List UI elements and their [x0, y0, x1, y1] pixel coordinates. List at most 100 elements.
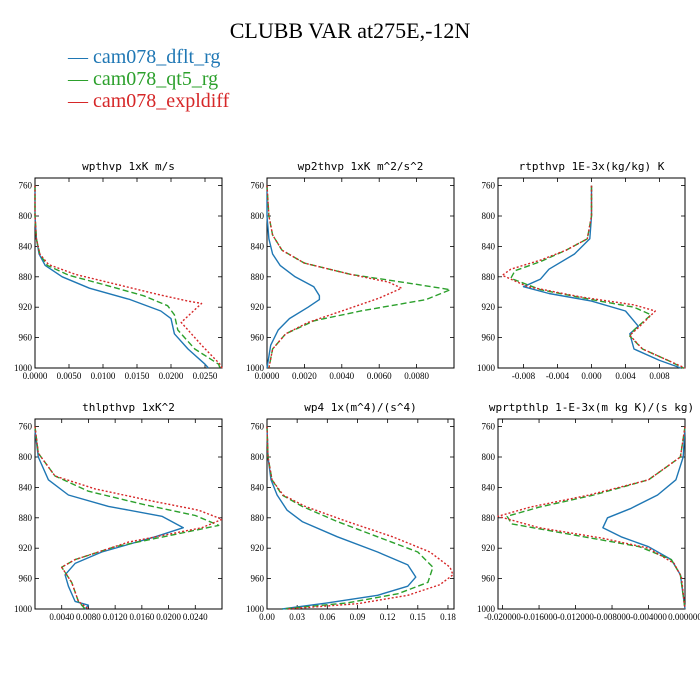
- legend-label: cam078_qt5_rg: [93, 68, 219, 90]
- legend-label: cam078_dflt_rg: [93, 46, 221, 68]
- x-tick-label: 0.06: [319, 612, 335, 622]
- series-line-cam078_dflt_rg: [522, 185, 682, 369]
- y-tick-label: 800: [251, 452, 265, 462]
- series-line-cam078_dflt_rg: [34, 185, 209, 369]
- y-tick-label: 1000: [246, 363, 265, 373]
- x-tick-label: -0.008: [512, 371, 536, 381]
- y-tick-label: 840: [19, 241, 33, 251]
- series-line-cam078_qt5_rg: [266, 426, 434, 610]
- y-tick-label: 800: [19, 211, 33, 221]
- y-tick-label: 960: [19, 574, 33, 584]
- y-tick-label: 960: [482, 574, 496, 584]
- panel-6: wprtpthlp 1-E-3x(m kg K)/(s kg) 760 800 840…: [477, 401, 700, 622]
- y-tick-label: 1000: [246, 604, 265, 614]
- x-tick-label: 0.0250: [193, 371, 218, 381]
- x-tick-label: -0.008000: [594, 612, 631, 622]
- x-tick-label: 0.12: [380, 612, 396, 622]
- y-tick-label: 920: [19, 543, 33, 553]
- x-tick-label: 0.0160: [129, 612, 154, 622]
- series-line-cam078_qt5_rg: [506, 426, 686, 610]
- x-tick-label: 0.0150: [125, 371, 150, 381]
- y-tick-label: 760: [251, 422, 265, 432]
- series-line-cam078_expldiff: [34, 426, 223, 610]
- panel-5: wp4 1x(m^4)/(s^4)76080084088092096010000…: [246, 401, 456, 622]
- plot-frame: [497, 418, 686, 610]
- x-tick-label: 0.18: [440, 612, 456, 622]
- y-tick-label: 880: [251, 272, 265, 282]
- y-tick-label: 920: [251, 543, 265, 553]
- x-tick-label: 0.000000: [668, 612, 700, 622]
- y-tick-label: 920: [251, 302, 265, 312]
- panel-title: wp4 1x(m^4)/(s^4): [304, 401, 417, 414]
- series-line-cam078_expldiff: [266, 426, 454, 610]
- y-tick-label: 840: [482, 241, 496, 251]
- x-tick-label: 0.004: [615, 371, 636, 381]
- y-tick-label: 760: [251, 181, 265, 191]
- series-line-cam078_expldiff: [266, 185, 403, 369]
- y-tick-label: 920: [482, 543, 496, 553]
- x-tick-label: 0.0040: [329, 371, 354, 381]
- y-tick-label: 880: [19, 513, 33, 523]
- y-tick-label: 800: [19, 452, 33, 462]
- y-tick-label: 920: [19, 302, 33, 312]
- x-tick-label: 0.0200: [156, 612, 181, 622]
- x-tick-label: -0.012000: [557, 612, 594, 622]
- x-tick-label: 0.000: [581, 371, 602, 381]
- x-tick-label: 0.09: [350, 612, 366, 622]
- legend-label: cam078_expldiff: [93, 90, 230, 112]
- panel-3: rtpthvp 1E-3x(kg/kg) K 760 800 840 880 920 960…: [477, 160, 686, 381]
- y-tick-label: 1000: [477, 604, 496, 614]
- y-tick-label: 960: [251, 333, 265, 343]
- y-tick-label: 840: [251, 241, 265, 251]
- x-tick-label: 0.008: [649, 371, 670, 381]
- series-line-cam078_qt5_rg: [34, 426, 220, 610]
- y-tick-label: 760: [19, 422, 33, 432]
- panel-title: wprtpthlp 1-E-3x(m kg K)/(s kg): [489, 401, 694, 414]
- y-tick-label: 880: [482, 272, 496, 282]
- x-tick-label: 0.0050: [57, 371, 82, 381]
- x-tick-label: 0.15: [410, 612, 426, 622]
- figure-title: CLUBB VAR at275E,-12N: [229, 18, 471, 43]
- panel-1: wpthvp 1xK m/s76080084088092096010000.00…: [14, 160, 223, 381]
- y-tick-label: 800: [482, 452, 496, 462]
- plot-frame: [266, 418, 455, 610]
- plot-frame: [266, 177, 455, 369]
- panel-4: thlpthvp 1xK^2 760 800 840 880 920 960 1000 0.00…: [14, 401, 223, 622]
- y-tick-label: 960: [19, 333, 33, 343]
- panel-title: thlpthvp 1xK^2: [82, 401, 175, 414]
- panel-title: wpthvp 1xK m/s: [82, 160, 175, 173]
- series-line-cam078_expldiff: [501, 185, 686, 369]
- x-tick-label: 0.0000: [255, 371, 280, 381]
- legend-item-qt5: — cam078_qt5_rg: [68, 68, 219, 90]
- series-line-cam078_dflt_rg: [266, 185, 321, 369]
- y-tick-label: 800: [251, 211, 265, 221]
- x-tick-label: -0.020000: [484, 612, 521, 622]
- y-tick-label: 880: [251, 513, 265, 523]
- y-tick-label: 840: [19, 482, 33, 492]
- x-tick-label: 0.03: [289, 612, 305, 622]
- y-tick-label: 920: [482, 302, 496, 312]
- y-tick-label: 1000: [14, 363, 33, 373]
- series-line-cam078_dflt_rg: [266, 426, 417, 610]
- y-tick-label: 760: [482, 422, 496, 432]
- y-tick-label: 880: [482, 513, 496, 523]
- x-tick-label: 0.00: [259, 612, 275, 622]
- series-line-cam078_qt5_rg: [510, 185, 684, 369]
- series-line-cam078_dflt_rg: [602, 426, 686, 610]
- x-tick-label: 0.0120: [103, 612, 128, 622]
- x-tick-label: 0.0000: [23, 371, 48, 381]
- x-tick-label: 0.0080: [76, 612, 101, 622]
- y-tick-label: 1000: [477, 363, 496, 373]
- plot-frame: [34, 418, 223, 610]
- x-tick-label: -0.004: [546, 371, 570, 381]
- x-tick-label: 0.0200: [159, 371, 184, 381]
- panel-title: rtpthvp 1E-3x(kg/kg) K: [519, 160, 665, 173]
- x-tick-label: -0.004000: [630, 612, 667, 622]
- x-tick-label: -0.016000: [521, 612, 558, 622]
- y-tick-label: 1000: [14, 604, 33, 614]
- y-tick-label: 880: [19, 272, 33, 282]
- legend-item-dflt: — cam078_dflt_rg: [68, 46, 221, 68]
- x-tick-label: 0.0100: [91, 371, 116, 381]
- y-tick-label: 960: [482, 333, 496, 343]
